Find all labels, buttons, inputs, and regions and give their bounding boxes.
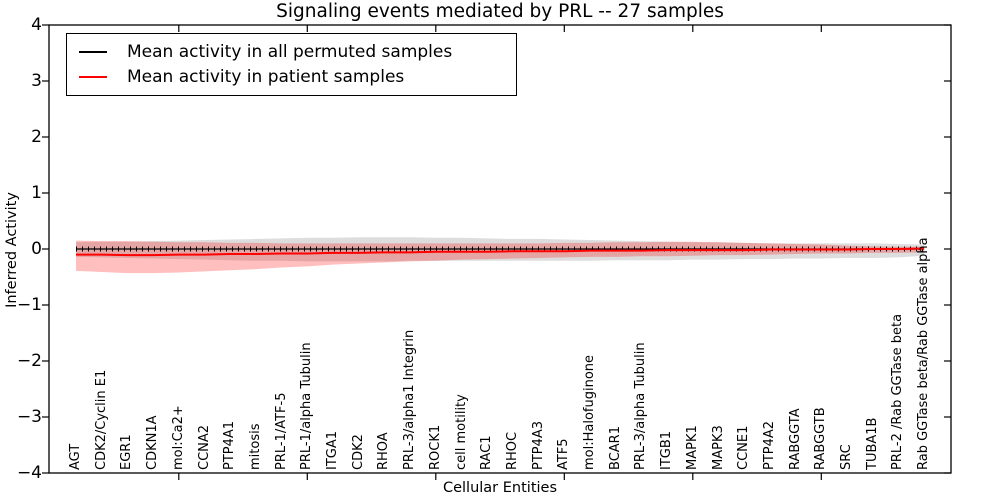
permuted-line-swatch bbox=[79, 50, 107, 53]
x-tick-label: PTP4A3 bbox=[530, 420, 546, 470]
x-tick-label: PRL-2 /Rab GGTase beta bbox=[890, 313, 906, 470]
x-tick-label: PTP4A1 bbox=[222, 420, 238, 470]
patient-mean-line bbox=[76, 247, 925, 257]
x-axis-label: Cellular Entities bbox=[442, 480, 558, 496]
x-tick-label: ITGB1 bbox=[659, 430, 675, 470]
x-tick-label: SRC bbox=[839, 444, 854, 470]
y-tick-label: 2 bbox=[31, 127, 42, 147]
y-tick-label: −4 bbox=[16, 463, 42, 483]
x-tick-label: CDK2 bbox=[350, 434, 366, 470]
x-tick-label: RABGGTB bbox=[813, 407, 829, 470]
y-tick-label: −2 bbox=[16, 351, 42, 371]
y-tick-label: 4 bbox=[31, 15, 42, 35]
x-tick-label: MAPK3 bbox=[710, 425, 726, 470]
x-tick-label: mitosis bbox=[247, 423, 263, 470]
x-tick-label: CDK2/Cyclin E1 bbox=[93, 369, 109, 470]
x-tick-label: PRL-1/alpha Tubulin bbox=[299, 342, 315, 470]
chart-title: Signaling events mediated by PRL -- 27 s… bbox=[276, 1, 724, 22]
legend: Mean activity in all permuted samples Me… bbox=[66, 33, 517, 96]
legend-item-patient: Mean activity in patient samples bbox=[73, 67, 510, 87]
x-tick-label: CDKN1A bbox=[145, 415, 161, 470]
x-tick-label: RABGGTA bbox=[787, 408, 803, 470]
x-tick-label: PRL-3/alpha Tubulin bbox=[633, 342, 649, 470]
x-tick-label: RHOC bbox=[504, 431, 520, 470]
x-tick-label: PRL-1/ATF-5 bbox=[273, 392, 289, 471]
y-tick-label: −1 bbox=[16, 295, 42, 315]
legend-item-permuted: Mean activity in all permuted samples bbox=[73, 42, 510, 62]
legend-label-permuted: Mean activity in all permuted samples bbox=[127, 41, 453, 62]
x-tick-label: cell motility bbox=[453, 394, 469, 470]
x-tick-label: ITGA1 bbox=[325, 430, 340, 470]
y-tick-label: 0 bbox=[31, 239, 42, 259]
y-tick-label: 3 bbox=[31, 71, 42, 91]
x-tick-label: EGR1 bbox=[119, 434, 135, 470]
x-tick-label: CCNA2 bbox=[196, 424, 212, 470]
legend-label-patient: Mean activity in patient samples bbox=[127, 67, 405, 88]
x-tick-label: PTP4A2 bbox=[761, 420, 777, 470]
x-tick-label: BCAR1 bbox=[607, 426, 623, 470]
x-tick-label: mol:Ca2+ bbox=[170, 405, 186, 470]
x-tick-label: ATF5 bbox=[556, 438, 572, 470]
x-tick-label: TUBA1B bbox=[864, 417, 880, 470]
x-tick-label: AGT bbox=[68, 443, 83, 470]
x-tick-label: CCNE1 bbox=[736, 425, 752, 470]
x-tick-label: MAPK1 bbox=[684, 425, 700, 470]
y-tick-label: −3 bbox=[16, 407, 42, 427]
x-tick-label: PRL-3/alpha1 Integrin bbox=[402, 329, 418, 470]
x-tick-label: mol:Halofuginone bbox=[582, 354, 597, 470]
x-tick-label: ROCK1 bbox=[427, 424, 443, 470]
y-tick-label: 1 bbox=[31, 183, 42, 203]
patient-line-swatch bbox=[79, 76, 107, 79]
x-tick-label: RHOA bbox=[376, 432, 392, 470]
x-tick-label: RAC1 bbox=[479, 435, 495, 470]
x-tick-label: Rab GGTase beta/Rab GGTase alpha bbox=[916, 237, 932, 470]
